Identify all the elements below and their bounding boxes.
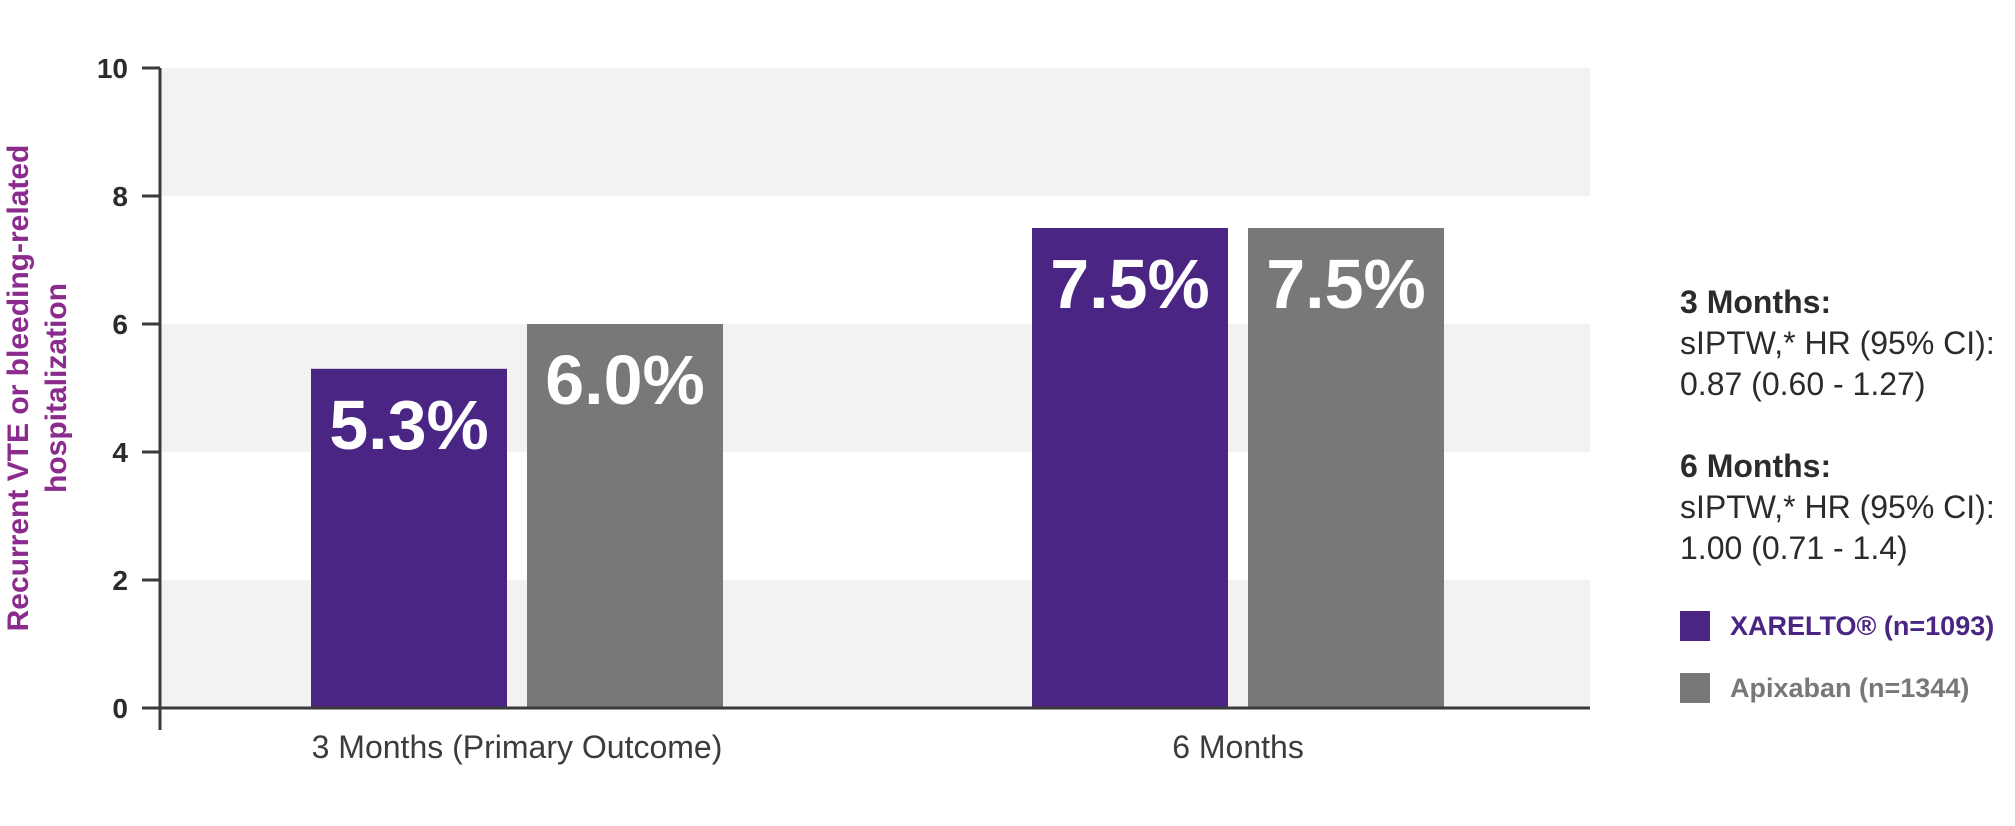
grid-band [160, 68, 1590, 196]
bar [527, 324, 723, 708]
bar [1032, 228, 1228, 708]
x-category-label: 3 Months (Primary Outcome) [312, 729, 723, 765]
note-line: sIPTW,* HR (95% CI): [1680, 489, 1995, 525]
legend-item-apixaban: Apixaban (n=1344) [1680, 672, 2010, 704]
y-axis-label: Recurrent VTE or bleeding-related hospita… [2, 145, 73, 632]
bar-labels-group: 5.3% 6.0% 7.5% 7.5% [329, 245, 1426, 464]
y-tick-label: 0 [112, 693, 128, 724]
note-line: 1.00 (0.71 - 1.4) [1680, 530, 1908, 566]
bar-data-label: 6.0% [545, 341, 705, 419]
bar [311, 368, 507, 708]
note-heading: 3 Months: [1680, 284, 1832, 320]
axes-group [142, 66, 1590, 730]
legend-swatch [1680, 673, 1710, 703]
legend-panel: 3 Months: sIPTW,* HR (95% CI): 0.87 (0.6… [1680, 282, 2010, 734]
y-axis-label-line: Recurrent VTE or bleeding-related [2, 145, 35, 632]
x-category-labels: 3 Months (Primary Outcome) 6 Months [312, 729, 1304, 765]
note-line: 0.87 (0.60 - 1.27) [1680, 366, 1926, 402]
x-category-label: 6 Months [1172, 729, 1304, 765]
legend-label: XARELTO® (n=1093) [1730, 610, 1995, 641]
note-6-months: 6 Months: sIPTW,* HR (95% CI): 1.00 (0.7… [1680, 446, 2010, 569]
legend-label: Apixaban (n=1344) [1730, 672, 1970, 703]
y-tick-label: 10 [97, 53, 128, 84]
bar-data-label: 5.3% [329, 386, 489, 464]
y-tick-label: 4 [112, 437, 128, 468]
y-tick-label: 6 [112, 309, 128, 340]
bar-data-label: 7.5% [1266, 245, 1426, 323]
note-line: sIPTW,* HR (95% CI): [1680, 325, 1995, 361]
bar-data-label: 7.5% [1050, 245, 1210, 323]
bars-group [311, 228, 1444, 708]
y-tick-label: 2 [112, 565, 128, 596]
legend-item-xarelto: XARELTO® (n=1093) [1680, 610, 2010, 642]
y-axis-label-line: hospitalization [40, 283, 73, 493]
note-heading: 6 Months: [1680, 448, 1832, 484]
y-tick-labels: 0 2 4 6 8 10 [97, 53, 129, 724]
bar [1248, 228, 1444, 708]
y-tick-label: 8 [112, 181, 128, 212]
note-3-months: 3 Months: sIPTW,* HR (95% CI): 0.87 (0.6… [1680, 282, 2010, 405]
legend-swatch [1680, 611, 1710, 641]
